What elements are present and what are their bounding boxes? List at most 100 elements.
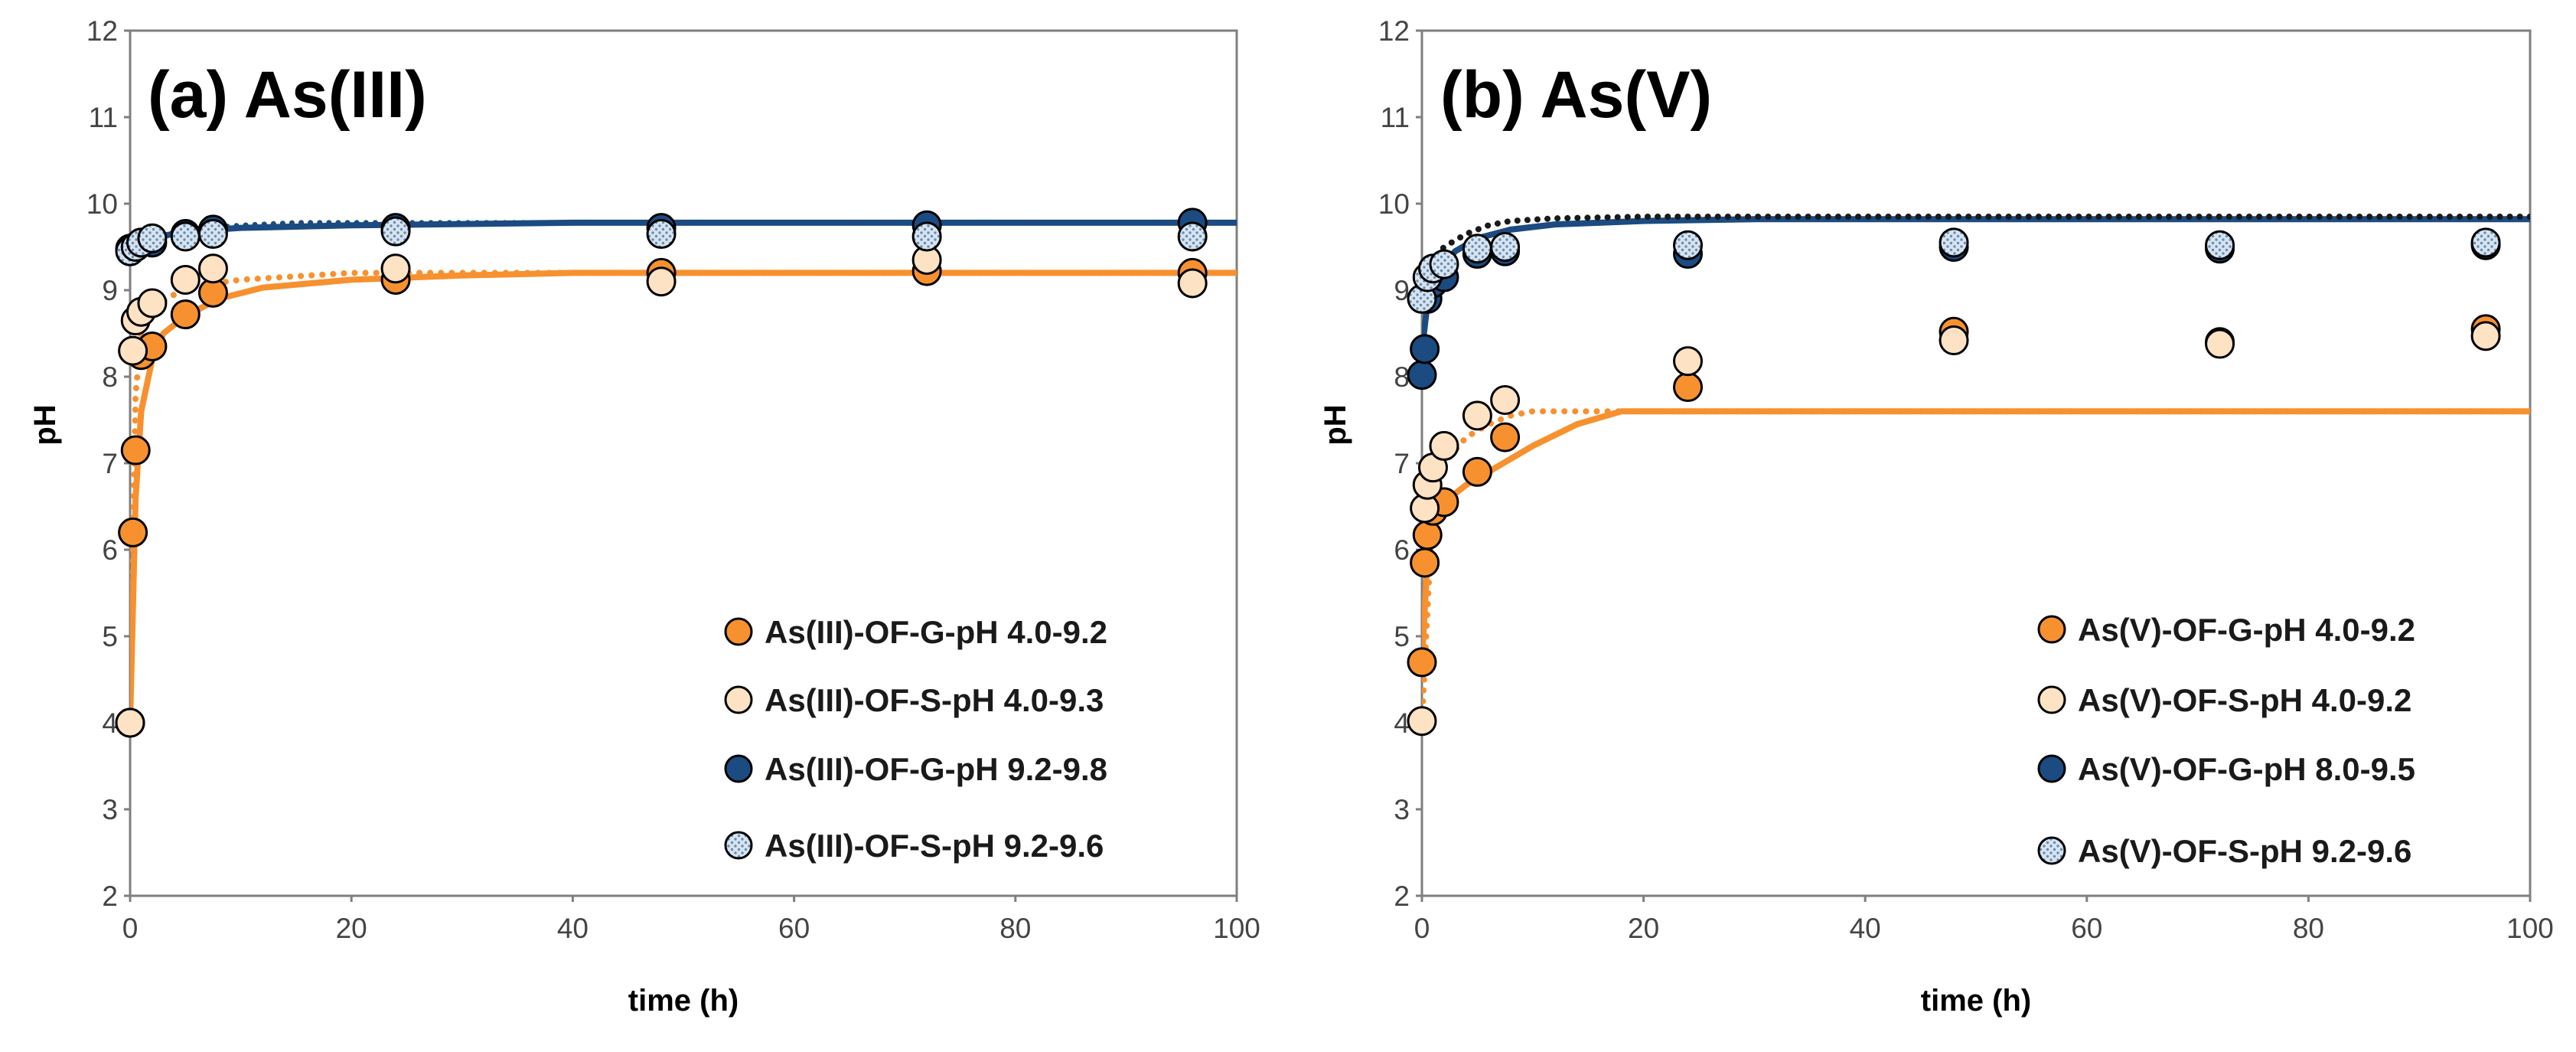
x-tick-label: 80 — [2293, 913, 2324, 944]
data-point-series-1 — [119, 518, 147, 546]
data-point-series-2 — [139, 289, 166, 317]
x-tick-label: 20 — [1628, 913, 1659, 944]
legend-label: As(V)-OF-G-pH 4.0-9.2 — [2078, 612, 2415, 648]
x-tick-label: 100 — [1213, 913, 1260, 944]
y-tick-label: 7 — [1394, 448, 1410, 479]
y-tick-label: 9 — [102, 275, 118, 306]
x-axis-title-b: time (h) — [1921, 984, 2031, 1018]
data-point-series-2 — [2472, 322, 2499, 350]
legend-marker — [726, 756, 752, 782]
y-tick-label: 3 — [1394, 794, 1410, 825]
legend-label: As(III)-OF-G-pH 4.0-9.2 — [765, 614, 1107, 650]
y-tick-label: 11 — [89, 102, 118, 133]
data-point-series-1 — [1408, 649, 1436, 676]
x-tick-label: 60 — [778, 913, 810, 944]
legend-label: As(III)-OF-S-pH 4.0-9.3 — [765, 682, 1104, 718]
x-tick-labels-b: 0 20 40 60 80 100 — [1414, 896, 2554, 944]
x-tick-label: 40 — [1850, 913, 1881, 944]
y-tick-label: 7 — [102, 448, 118, 479]
data-point-series-4 — [139, 224, 166, 252]
legend-marker — [726, 619, 752, 645]
legend-label: As(III)-OF-S-pH 9.2-9.6 — [765, 828, 1104, 864]
y-axis-title-a: pH — [28, 404, 62, 445]
y-tick-labels-a: 2 3 4 5 6 7 8 9 10 11 12 — [86, 15, 130, 912]
data-point-series-2 — [1430, 432, 1458, 459]
data-point-series-1 — [171, 301, 199, 328]
y-tick-label: 5 — [1394, 621, 1410, 652]
x-tick-label: 60 — [2071, 913, 2102, 944]
data-point-series-2 — [199, 255, 227, 283]
data-point-series-2 — [1940, 327, 1968, 354]
data-point-series-4 — [1179, 223, 1206, 250]
legend-marker — [2039, 687, 2065, 713]
y-tick-label: 2 — [102, 880, 118, 912]
panel-title-b: (b) As(V) — [1440, 58, 1712, 132]
figure: (a) As(III) 23456789101112 0 20 40 60 80 100 … — [0, 0, 2576, 1052]
legend-label: As(V)-OF-G-pH 8.0-9.5 — [2078, 751, 2415, 787]
legend-label: As(V)-OF-S-pH 9.2-9.6 — [2078, 833, 2411, 869]
legend-label: As(V)-OF-S-pH 4.0-9.2 — [2078, 682, 2411, 718]
data-point-series-1 — [122, 436, 149, 464]
data-point-series-4 — [2472, 229, 2499, 256]
x-tick-label: 100 — [2506, 913, 2554, 944]
y-axis-title-b: pH — [1319, 404, 1352, 445]
legend-marker — [2039, 616, 2065, 642]
y-tick-label: 5 — [102, 621, 118, 652]
data-point-series-4 — [1463, 235, 1491, 263]
y-tick-label: 12 — [1378, 15, 1410, 47]
data-point-series-2 — [116, 709, 144, 737]
data-point-series-4 — [1674, 231, 1702, 259]
data-point-series-2 — [1492, 387, 1519, 414]
data-point-series-3 — [1411, 335, 1439, 363]
y-tick-label: 2 — [1394, 880, 1410, 912]
panel-title-a: (a) As(III) — [148, 58, 427, 132]
y-tick-label: 10 — [1378, 188, 1410, 220]
data-point-series-2 — [647, 268, 675, 296]
y-tick-label: 6 — [102, 534, 118, 566]
data-point-series-2 — [1408, 707, 1436, 735]
data-point-series-2 — [1463, 402, 1491, 430]
data-point-series-2 — [1179, 270, 1206, 297]
y-tick-label: 10 — [86, 188, 118, 220]
y-tick-label: 8 — [102, 361, 118, 393]
data-point-series-1 — [1463, 458, 1491, 485]
x-tick-label: 80 — [999, 913, 1031, 944]
data-point-series-4 — [647, 221, 675, 248]
data-point-series-2 — [1674, 348, 1702, 375]
x-tick-label: 0 — [122, 913, 139, 944]
data-point-series-2 — [382, 255, 409, 283]
data-point-series-4 — [2206, 231, 2234, 259]
data-point-series-3 — [1408, 361, 1436, 389]
data-point-series-1 — [1411, 549, 1439, 577]
legend-marker — [2039, 756, 2065, 782]
x-tick-label: 20 — [336, 913, 367, 944]
data-point-series-1 — [1492, 423, 1519, 451]
y-tick-label: 12 — [86, 15, 118, 47]
data-point-series-4 — [171, 223, 199, 250]
y-tick-label: 11 — [1381, 102, 1410, 133]
data-point-series-1 — [1674, 374, 1702, 401]
legend-marker — [726, 832, 752, 858]
data-point-series-4 — [913, 223, 941, 250]
x-tick-label: 40 — [557, 913, 589, 944]
legend-marker — [726, 687, 752, 713]
data-point-series-2 — [2206, 330, 2234, 358]
data-point-series-2 — [171, 266, 199, 293]
y-tick-labels-b: 2 3 4 5 6 7 8 9 10 11 12 — [1378, 15, 1422, 912]
data-point-series-4 — [1940, 229, 1968, 256]
legend-label: As(III)-OF-G-pH 9.2-9.8 — [765, 751, 1107, 787]
data-point-series-4 — [1492, 234, 1519, 261]
panel-as-v: (b) As(V) 23456789101112 0 20 40 60 80 100 pH… — [1319, 15, 2554, 1018]
data-point-series-4 — [382, 217, 409, 245]
x-axis-title-a: time (h) — [628, 984, 739, 1018]
x-tick-label: 0 — [1414, 913, 1430, 944]
y-tick-label: 3 — [102, 794, 118, 825]
data-point-series-4 — [1430, 250, 1458, 278]
data-point-series-1 — [1414, 521, 1441, 549]
data-point-series-2 — [119, 337, 147, 364]
x-tick-labels-a: 0 20 40 60 80 100 — [122, 896, 1260, 944]
legend-marker — [2039, 838, 2065, 864]
data-point-series-4 — [199, 221, 227, 248]
y-tick-label: 6 — [1394, 534, 1410, 566]
